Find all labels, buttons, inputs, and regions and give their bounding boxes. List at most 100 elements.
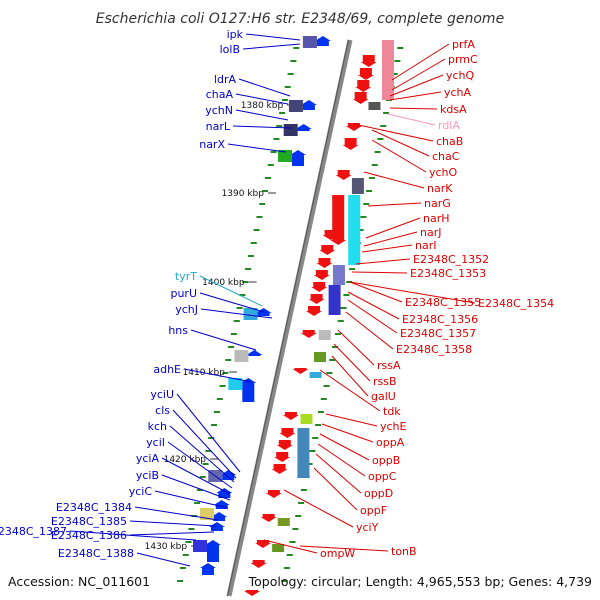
gene-content-block bbox=[243, 308, 258, 320]
label-leader-line bbox=[363, 231, 418, 247]
label-leader-line bbox=[161, 474, 231, 501]
map-title: Escherichia coli O127:H6 str. E2348/69, … bbox=[96, 11, 504, 27]
gene-label-e2348c-1354: E2348C_1354 bbox=[478, 297, 554, 310]
reverse-gene-arrow bbox=[279, 428, 296, 438]
reverse-gene-arrow bbox=[306, 306, 323, 316]
gene-label-puru: purU bbox=[170, 287, 197, 300]
gene-label-oppd: oppD bbox=[364, 487, 393, 500]
gene-label-ycha: ychA bbox=[444, 86, 472, 99]
label-leader-line bbox=[347, 291, 400, 320]
gene-label-ychn: ychN bbox=[205, 104, 233, 117]
label-leader-line bbox=[136, 552, 191, 567]
gene-label-e2348c-1353: E2348C_1353 bbox=[410, 267, 486, 280]
gene-label-e2348c-1357: E2348C_1357 bbox=[400, 327, 476, 340]
gene-content-block bbox=[318, 330, 331, 340]
reverse-gene-arrow bbox=[244, 590, 261, 596]
label-leader-line bbox=[199, 292, 265, 313]
gene-content-block bbox=[297, 428, 310, 478]
label-leader-line bbox=[315, 453, 362, 494]
gene-label-narj: narJ bbox=[420, 226, 441, 239]
scale-mark-label: 1390 kbp bbox=[222, 189, 265, 199]
label-leader-line bbox=[190, 329, 257, 351]
label-leader-line bbox=[321, 423, 374, 443]
feature-layer bbox=[193, 36, 394, 596]
label-leader-line bbox=[317, 443, 366, 477]
label-leader-line bbox=[389, 91, 442, 101]
label-leader-line bbox=[235, 93, 289, 105]
gene-label-e2348c-1384: E2348C_1384 bbox=[56, 501, 132, 514]
gene-label-e2348c-1388: E2348C_1388 bbox=[58, 547, 134, 560]
label-leader-line bbox=[232, 125, 293, 129]
scale-mark-label: 1400 kbp bbox=[202, 278, 245, 288]
reverse-gene-arrow bbox=[255, 540, 271, 548]
label-leader-line bbox=[263, 539, 318, 554]
label-leader-line bbox=[154, 490, 229, 509]
gene-label-cls: cls bbox=[155, 404, 170, 417]
label-leader-line bbox=[299, 545, 389, 552]
gene-label-narh: narH bbox=[423, 212, 450, 225]
forward-gene-arrow bbox=[205, 540, 221, 562]
label-leader-line bbox=[371, 139, 427, 173]
reverse-gene-arrow bbox=[322, 230, 339, 240]
gene-label-nark: narK bbox=[427, 182, 453, 195]
gene-label-e2348c-1385: E2348C_1385 bbox=[51, 515, 127, 528]
label-leader-line bbox=[361, 244, 413, 253]
gene-label-oppa: oppA bbox=[376, 436, 405, 449]
gene-label-rssa: rssA bbox=[377, 359, 401, 372]
gene-label-rdla: rdlA bbox=[438, 119, 460, 132]
gene-content-block bbox=[277, 518, 290, 526]
gene-content-block bbox=[332, 265, 345, 285]
reverse-gene-arrow bbox=[311, 282, 328, 292]
gene-label-tdk: tdk bbox=[383, 405, 401, 418]
label-leader-line bbox=[349, 281, 476, 304]
gene-label-adhe: adhE bbox=[153, 363, 181, 376]
gene-content-block bbox=[283, 124, 298, 136]
gene-label-galu: galU bbox=[371, 390, 396, 403]
gene-label-ompw: ompW bbox=[320, 547, 355, 560]
gene-label-prfa: prfA bbox=[452, 38, 475, 51]
gene-label-yciu: yciU bbox=[150, 388, 174, 401]
gene-label-e2348c-1355: E2348C_1355 bbox=[405, 296, 481, 309]
sequence-axis bbox=[226, 39, 353, 597]
label-leader-line bbox=[319, 433, 370, 461]
forward-gene-arrow bbox=[314, 36, 331, 46]
genome-summary-text: Topology: circular; Length: 4,965,553 bp… bbox=[248, 574, 592, 589]
reverse-gene-arrow bbox=[271, 464, 288, 474]
reverse-gene-arrow bbox=[335, 170, 352, 180]
gene-label-tyrt: tyrT bbox=[175, 270, 197, 283]
gene-content-block bbox=[193, 540, 207, 552]
label-leader-line bbox=[176, 393, 241, 473]
forward-gene-arrow bbox=[199, 563, 216, 575]
label-leader-line bbox=[389, 107, 438, 110]
gene-label-tonb: tonB bbox=[391, 545, 417, 558]
gene-content-block bbox=[199, 508, 214, 520]
forward-gene-arrow bbox=[240, 378, 257, 402]
forward-gene-arrow bbox=[290, 150, 307, 166]
label-leader-line bbox=[389, 74, 444, 97]
reverse-gene-arrow bbox=[274, 452, 291, 462]
reverse-gene-arrow bbox=[345, 123, 362, 131]
gene-label-chaa: chaA bbox=[206, 88, 234, 101]
gene-label-ycia: yciA bbox=[136, 452, 160, 465]
gene-content-block bbox=[288, 100, 303, 112]
label-leader-line bbox=[367, 202, 422, 207]
label-leader-line bbox=[355, 258, 411, 265]
label-leader-line bbox=[351, 271, 408, 274]
label-leader-line bbox=[353, 123, 434, 142]
gene-content-block bbox=[234, 350, 249, 362]
gene-label-e2348c-1387: E2348C_1387 bbox=[0, 525, 67, 538]
label-leader-line bbox=[129, 531, 215, 536]
label-leader-line bbox=[331, 355, 369, 397]
forward-gene-arrow bbox=[213, 500, 230, 509]
label-leader-line bbox=[161, 457, 231, 495]
gene-label-kdsa: kdsA bbox=[440, 103, 467, 116]
label-leader-line bbox=[183, 368, 253, 383]
scale-mark-label: 1420 kbp bbox=[164, 455, 207, 465]
gene-label-e2348c-1358: E2348C_1358 bbox=[396, 343, 472, 356]
gene-content-block bbox=[348, 195, 361, 265]
label-leader-line bbox=[169, 425, 235, 483]
forward-gene-arrow bbox=[208, 522, 225, 531]
gene-content-block bbox=[368, 102, 381, 110]
gene-label-ychj: ychJ bbox=[175, 303, 198, 316]
